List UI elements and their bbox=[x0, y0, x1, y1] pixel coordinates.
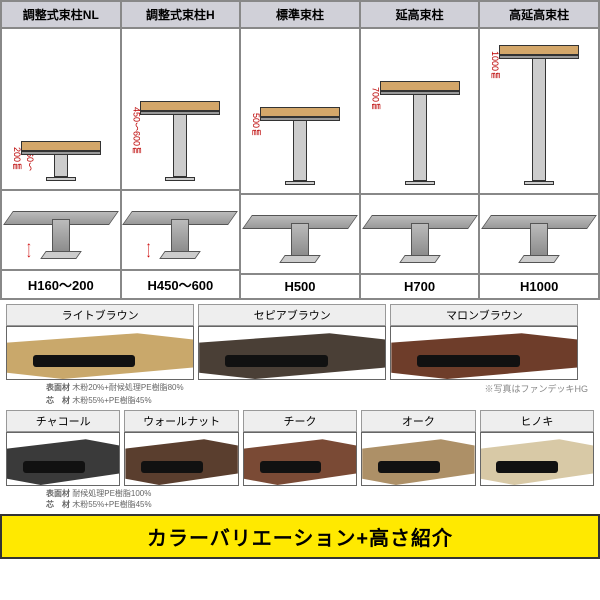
color-name: セピアブラウン bbox=[198, 304, 386, 326]
post-column: 調整式束柱NL 160～200㎜ ↑↓ H160～200 bbox=[2, 2, 122, 298]
color-name: オーク bbox=[361, 410, 475, 432]
post-header: 標準束柱 bbox=[241, 2, 359, 29]
color-name: チーク bbox=[243, 410, 357, 432]
post-height-label: H700 bbox=[361, 275, 479, 298]
color-item: セピアブラウン bbox=[198, 304, 386, 380]
post-height-label: H1000 bbox=[480, 275, 598, 298]
color-item: チャコール bbox=[6, 410, 120, 486]
color-swatch bbox=[124, 432, 238, 486]
post-header: 調整式束柱H bbox=[122, 2, 240, 29]
post-header: 調整式束柱NL bbox=[2, 2, 120, 29]
color-swatch bbox=[390, 326, 578, 380]
dimension-label: 450～600㎜ bbox=[130, 107, 143, 173]
color-name: マロンブラウン bbox=[390, 304, 578, 326]
color-swatch bbox=[198, 326, 386, 380]
color-swatch bbox=[361, 432, 475, 486]
adjust-arrow-icon: ↑↓ bbox=[146, 243, 152, 257]
dimension-label: 1000㎜ bbox=[489, 51, 502, 177]
color-name: チャコール bbox=[6, 410, 120, 432]
legend2-core-spec: 木粉55%+PE樹脂45% bbox=[72, 500, 151, 509]
photo-note: ※写真はファンデッキHG bbox=[484, 382, 594, 395]
post-elevation: 500㎜ bbox=[241, 29, 359, 195]
color-item: ウォールナット bbox=[124, 410, 238, 486]
post-header: 延高束柱 bbox=[361, 2, 479, 29]
post-isometric: ↑↓ bbox=[2, 191, 120, 271]
legend2-surface-spec: 耐候処理PE樹脂100% bbox=[72, 489, 151, 498]
post-height-label: H450～600 bbox=[122, 271, 240, 298]
legend-core-spec: 木粉55%+PE樹脂45% bbox=[72, 396, 151, 405]
legend2-surface-label: 表面材 bbox=[46, 489, 70, 498]
post-elevation: 160～200㎜ bbox=[2, 29, 120, 191]
post-column: 延高束柱 700㎜ H700 bbox=[361, 2, 481, 298]
post-height-label: H500 bbox=[241, 275, 359, 298]
legend2-core-label: 芯 材 bbox=[46, 500, 70, 509]
post-isometric bbox=[480, 195, 598, 275]
color-swatch bbox=[243, 432, 357, 486]
color-item: ヒノキ bbox=[480, 410, 594, 486]
post-elevation: 700㎜ bbox=[361, 29, 479, 195]
post-header: 高延高束柱 bbox=[480, 2, 598, 29]
color-item: チーク bbox=[243, 410, 357, 486]
post-isometric: ↑↓ bbox=[122, 191, 240, 271]
color-item: ライトブラウン bbox=[6, 304, 194, 380]
banner-title: カラーバリエーション+高さ紹介 bbox=[0, 514, 600, 559]
color-name: ヒノキ bbox=[480, 410, 594, 432]
post-elevation: 450～600㎜ bbox=[122, 29, 240, 191]
color-swatch bbox=[480, 432, 594, 486]
post-column: 標準束柱 500㎜ H500 bbox=[241, 2, 361, 298]
post-column: 調整式束柱H 450～600㎜ ↑↓ H450～600 bbox=[122, 2, 242, 298]
dimension-label: 700㎜ bbox=[370, 87, 383, 177]
color-swatch bbox=[6, 432, 120, 486]
post-elevation: 1000㎜ bbox=[480, 29, 598, 195]
post-isometric bbox=[241, 195, 359, 275]
color-item: マロンブラウン bbox=[390, 304, 578, 380]
dimension-label: 500㎜ bbox=[250, 113, 263, 177]
legend-core-label: 芯 材 bbox=[46, 396, 70, 405]
color-name: ウォールナット bbox=[124, 410, 238, 432]
legend-surface-spec: 木粉20%+耐候処理PE樹脂80% bbox=[72, 383, 183, 392]
color-item: オーク bbox=[361, 410, 475, 486]
post-height-label: H160～200 bbox=[2, 271, 120, 298]
post-isometric bbox=[361, 195, 479, 275]
legend-surface-label: 表面材 bbox=[46, 383, 70, 392]
adjust-arrow-icon: ↑↓ bbox=[26, 243, 32, 257]
color-name: ライトブラウン bbox=[6, 304, 194, 326]
post-column: 高延高束柱 1000㎜ H1000 bbox=[480, 2, 598, 298]
color-swatch bbox=[6, 326, 194, 380]
